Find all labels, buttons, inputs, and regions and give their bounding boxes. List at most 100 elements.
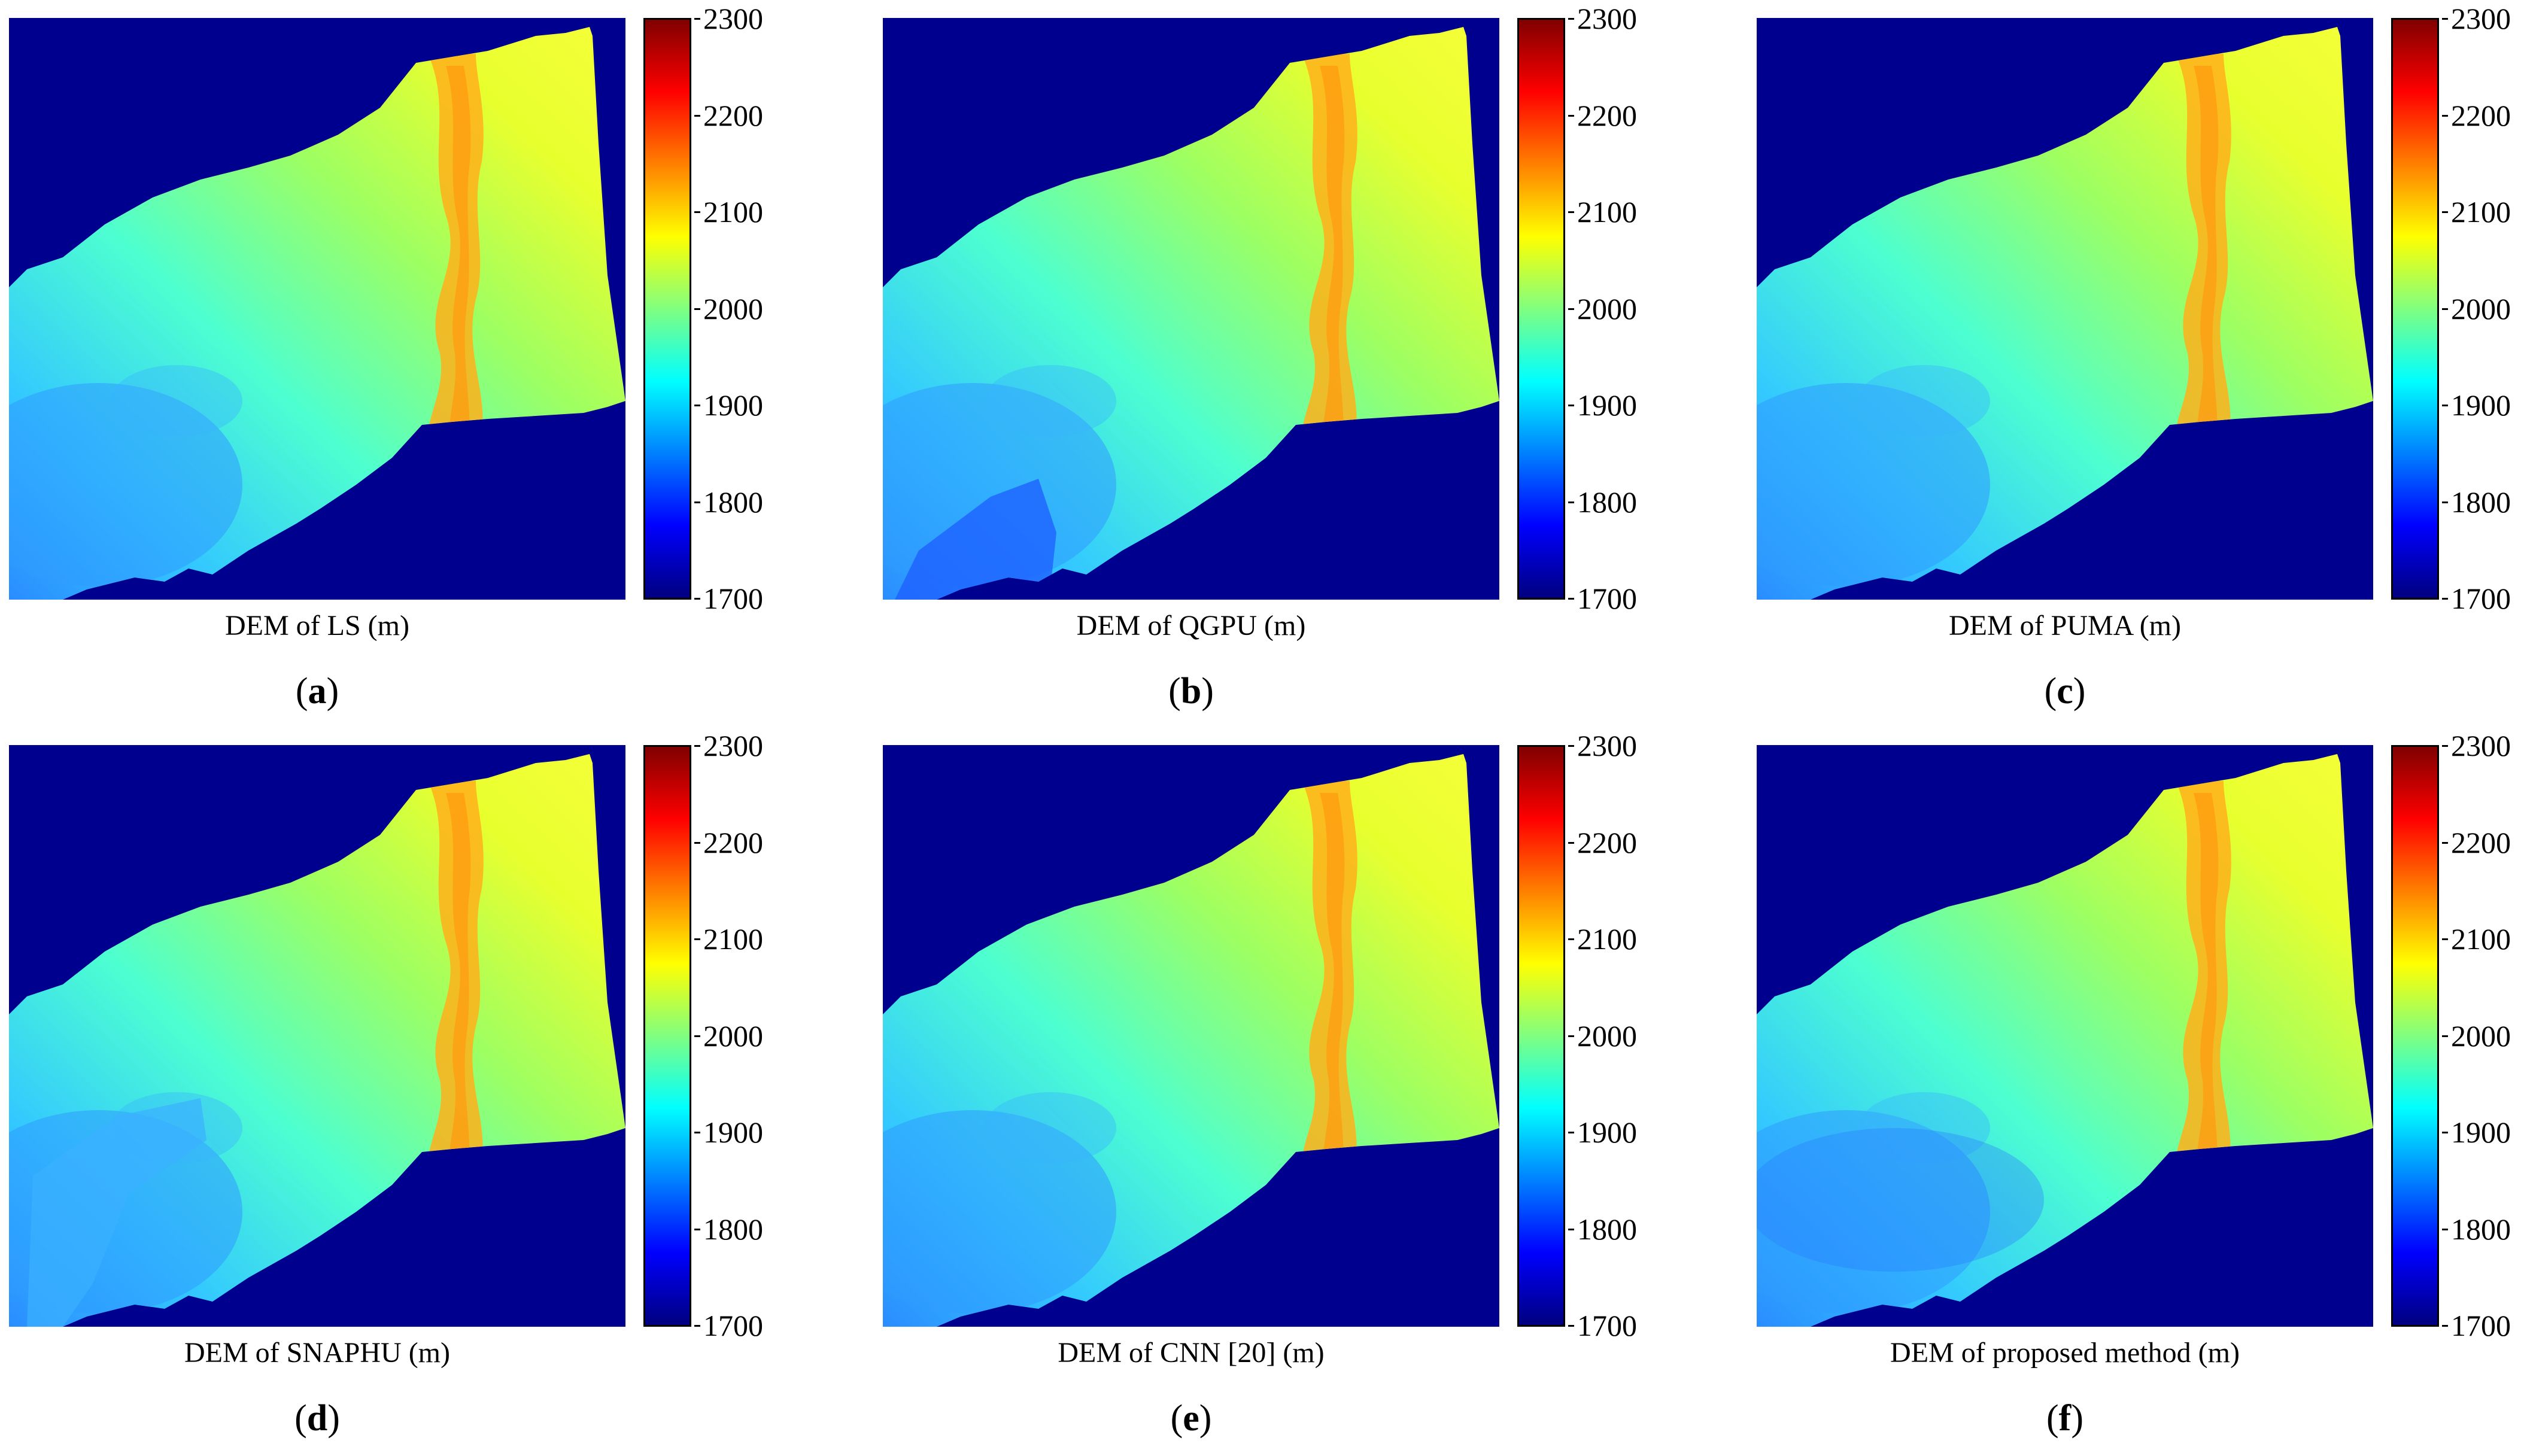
colorbar-e: [1517, 745, 1565, 1327]
colorbar-tick-label: 1800: [703, 485, 763, 519]
unwrap-error-region: [895, 479, 1056, 600]
colorbar-tick-label: 2000: [2451, 291, 2511, 326]
colorbar-a: [643, 18, 691, 600]
colorbar-tick-label: 2100: [2451, 195, 2511, 229]
colorbar-tick: [694, 211, 700, 213]
panel-letter-f: (f): [2046, 1398, 2083, 1439]
colorbar-tick-label: 1800: [2451, 1212, 2511, 1246]
colorbar-tick: [2442, 1325, 2448, 1327]
colorbar-tick-label: 2000: [703, 291, 763, 326]
colorbar-tick: [1568, 501, 1574, 503]
colorbar-tick-label: 1700: [703, 1309, 763, 1342]
colorbar-tick-label: 1700: [2451, 1309, 2511, 1342]
colorbar-tick: [694, 405, 700, 406]
colorbar-tick-label: 2100: [1577, 195, 1637, 229]
lowland-area: [1757, 1110, 1990, 1314]
caption-d: DEM of SNAPHU (m): [184, 1337, 450, 1369]
colorbar-tick-label: 2200: [2451, 825, 2511, 859]
colorbar-tick-label: 2200: [1577, 98, 1637, 132]
lowland-area: [883, 1110, 1116, 1314]
dem-map-f: [1757, 745, 2373, 1327]
panel-b: 1700 1800 1900 2000 2100 2200 2300 DEM of QGPU…: [874, 0, 1736, 718]
panel-letter-d: (d): [294, 1398, 340, 1439]
colorbar-tick-label: 1900: [703, 1115, 763, 1149]
colorbar-tick-label: 1700: [1577, 582, 1637, 615]
colorbar-tick: [1568, 1228, 1574, 1230]
colorbar-tick: [694, 841, 700, 844]
colorbar-tick: [694, 1132, 700, 1133]
colorbar-tick: [1568, 1325, 1574, 1327]
lowland-area: [9, 383, 242, 586]
colorbar-tick-label: 1900: [1577, 388, 1637, 422]
colorbar-tick: [2442, 501, 2448, 503]
panel-letter-c: (c): [2044, 671, 2086, 712]
valley-area: [1858, 365, 1990, 437]
colorbar-tick: [694, 114, 700, 117]
colorbar-d: [643, 745, 691, 1327]
dem-map-b: [883, 18, 1499, 600]
panel-letter-b: (b): [1168, 671, 1214, 712]
panel-d: 1700 1800 1900 2000 2100 2200 2300 DEM of SNAP…: [0, 727, 862, 1445]
panel-c: 1700 1800 1900 2000 2100 2200 2300 DEM of PUMA…: [1748, 0, 2524, 718]
colorbar-tick: [1568, 841, 1574, 844]
ridge-core: [446, 66, 471, 437]
colorbar-tick-label: 1700: [703, 582, 763, 615]
colorbar-tick: [2442, 1228, 2448, 1230]
colorbar-tick: [694, 1325, 700, 1327]
panel-f: 1700 1800 1900 2000 2100 2200 2300 DEM of prop…: [1748, 727, 2524, 1445]
lowland-shadow: [1757, 1128, 2044, 1272]
colorbar-tick-label: 2000: [1577, 1019, 1637, 1053]
dem-map-c: [1757, 18, 2373, 600]
colorbar-tick: [2442, 938, 2448, 940]
colorbar-tick-label: 1900: [2451, 388, 2511, 422]
colorbar-tick: [1568, 308, 1574, 310]
colorbar-tick: [2442, 211, 2448, 213]
colorbar-tick-label: 2100: [703, 195, 763, 229]
colorbar-tick: [2442, 405, 2448, 406]
colorbar-c: [2391, 18, 2439, 600]
colorbar-tick-label: 1700: [2451, 582, 2511, 615]
colorbar-tick-label: 2200: [703, 825, 763, 859]
panel-a: 1700 1800 1900 2000 2100 2200 2300 DEM of LS (…: [0, 0, 862, 718]
colorbar-tick: [2442, 841, 2448, 844]
colorbar-tick-label: 2200: [2451, 98, 2511, 132]
caption-c: DEM of PUMA (m): [1948, 610, 2181, 642]
dem-map-e: [883, 745, 1499, 1327]
colorbar-tick: [694, 1035, 700, 1037]
colorbar-tick: [1568, 938, 1574, 940]
colorbar-tick: [694, 598, 700, 600]
colorbar-tick: [1568, 1035, 1574, 1037]
caption-a: DEM of LS (m): [225, 610, 409, 642]
colorbar-tick: [694, 745, 700, 747]
valley-area: [111, 365, 242, 437]
colorbar-tick-label: 2300: [1577, 2, 1637, 35]
colorbar-tick-label: 2300: [2451, 2, 2511, 35]
colorbar-tick-label: 1700: [1577, 1309, 1637, 1342]
valley-area: [1858, 1092, 1990, 1164]
colorbar-tick-label: 1800: [1577, 485, 1637, 519]
colorbar-tick-label: 2200: [703, 98, 763, 132]
colorbar-tick: [694, 18, 700, 20]
colorbar-tick-label: 1900: [2451, 1115, 2511, 1149]
colorbar-tick: [1568, 1132, 1574, 1133]
colorbar-tick: [1568, 18, 1574, 20]
ridge-core: [446, 793, 471, 1164]
colorbar-tick: [2442, 114, 2448, 117]
ridge-core: [2194, 66, 2219, 437]
colorbar-b: [1517, 18, 1565, 600]
colorbar-tick-label: 2000: [1577, 291, 1637, 326]
colorbar-tick: [2442, 18, 2448, 20]
dem-map-d: [9, 745, 625, 1327]
caption-f: DEM of proposed method (m): [1890, 1337, 2240, 1369]
colorbar-tick-label: 1900: [703, 388, 763, 422]
colorbar-tick-label: 1900: [1577, 1115, 1637, 1149]
colorbar-tick-label: 2000: [703, 1019, 763, 1053]
colorbar-tick: [1568, 211, 1574, 213]
colorbar-tick: [1568, 114, 1574, 117]
colorbar-tick-label: 1800: [703, 1212, 763, 1246]
dem-map-a: [9, 18, 625, 600]
colorbar-tick-label: 2300: [2451, 729, 2511, 762]
colorbar-tick: [694, 501, 700, 503]
caption-e: DEM of CNN [20] (m): [1058, 1337, 1325, 1369]
valley-area: [985, 365, 1116, 437]
